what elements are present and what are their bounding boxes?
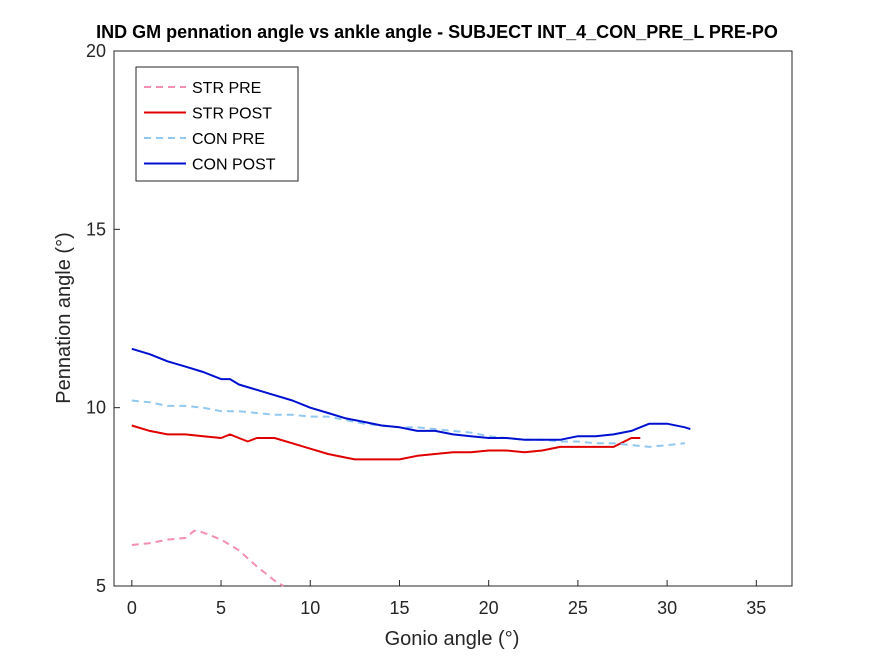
chart-title: IND GM pennation angle vs ankle angle - … [96,22,778,42]
y-tick-label: 10 [86,398,106,418]
y-tick-label: 5 [96,576,106,596]
series-line-2 [131,399,686,448]
legend-label-3: CON POST [192,157,276,174]
series-line-3 [131,347,691,441]
y-tick-label: 15 [86,219,106,239]
series-layer [131,347,691,587]
legend-label-0: STR PRE [192,80,261,97]
x-tick-label: 30 [657,598,677,618]
y-axis-label: Pennation angle (°) [53,232,75,403]
x-tick-label: 0 [127,598,137,618]
x-tick-label: 35 [746,598,766,618]
y-tick-label: 20 [86,41,106,61]
x-tick-label: 15 [389,598,409,618]
legend-label-1: STR POST [192,106,272,123]
x-tick-label: 10 [300,598,320,618]
x-tick-label: 25 [568,598,588,618]
series-line-1 [131,424,641,461]
x-tick-label: 20 [479,598,499,618]
x-axis-label: Gonio angle (°) [385,628,520,650]
legend-label-2: CON PRE [192,131,265,148]
series-line-0 [131,529,285,587]
legend: STR PRE STR POST CON PRE CON POST [135,66,299,182]
x-tick-label: 5 [216,598,226,618]
